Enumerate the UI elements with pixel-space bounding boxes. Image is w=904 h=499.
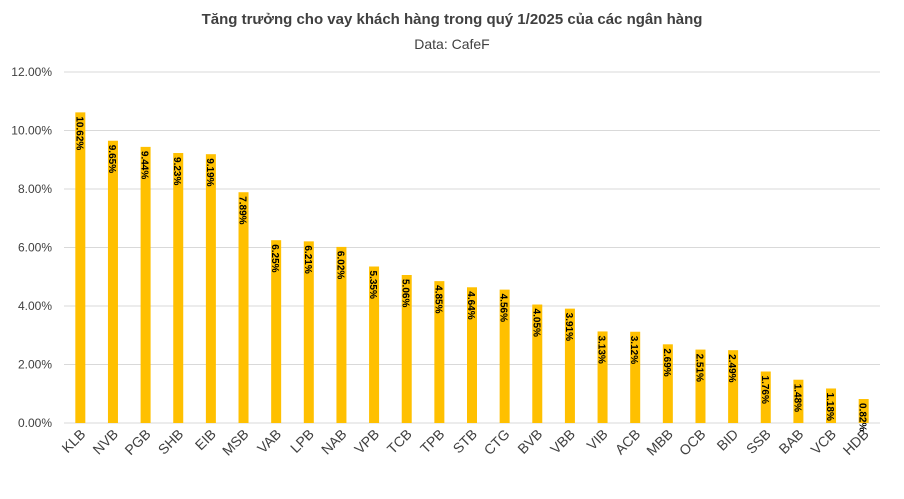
- value-label: 2.51%: [693, 354, 704, 382]
- value-label: 7.89%: [237, 196, 248, 224]
- value-label: 6.02%: [334, 251, 345, 279]
- bar: [597, 331, 608, 423]
- x-tick-label: VBB: [547, 426, 578, 457]
- x-tick-label: STB: [450, 426, 481, 457]
- bar: [140, 146, 151, 423]
- x-tick-label: MBB: [643, 426, 676, 459]
- x-tick-label: OCB: [676, 426, 709, 459]
- chart-subtitle: Data: CafeF: [414, 36, 489, 52]
- value-label: 5.35%: [367, 271, 378, 299]
- bar: [205, 154, 216, 423]
- x-tick-label: MSB: [219, 426, 252, 459]
- value-label: 1.76%: [759, 376, 770, 404]
- value-label: 3.91%: [563, 313, 574, 341]
- x-tick-label: SSB: [743, 426, 774, 457]
- value-label: 4.05%: [530, 309, 541, 337]
- bar: [336, 246, 347, 423]
- bar: [760, 371, 771, 423]
- bar: [662, 344, 673, 423]
- x-tick-label: KLB: [58, 426, 88, 456]
- value-label: 1.18%: [824, 392, 835, 420]
- bar: [532, 304, 543, 423]
- bar: [107, 140, 118, 424]
- value-label: 9.65%: [106, 145, 117, 173]
- value-label: 9.23%: [171, 157, 182, 185]
- bar: [630, 331, 641, 423]
- y-tick-label: 4.00%: [18, 299, 52, 313]
- x-tick-label: VIB: [583, 426, 610, 453]
- value-label: 3.12%: [628, 336, 639, 364]
- bar: [499, 289, 510, 423]
- bar: [75, 112, 86, 424]
- bar: [303, 241, 314, 423]
- x-tick-label: VCB: [807, 426, 839, 458]
- y-tick-label: 12.00%: [11, 65, 52, 79]
- bar: [826, 388, 837, 423]
- bar: [695, 349, 706, 423]
- bar: [793, 379, 804, 423]
- x-tick-label: NVB: [89, 426, 121, 458]
- bar: [467, 287, 477, 423]
- chart-title: Tăng trưởng cho vay khách hàng trong quý…: [202, 11, 703, 28]
- y-tick-label: 10.00%: [11, 124, 52, 138]
- x-tick-label: VAB: [254, 426, 284, 456]
- x-tick-label: BID: [713, 426, 741, 454]
- value-label: 6.21%: [302, 245, 313, 273]
- value-label: 4.64%: [465, 291, 476, 319]
- bar: [238, 192, 249, 423]
- x-tick-label: ACB: [612, 426, 644, 458]
- x-tick-label: TCB: [384, 426, 415, 457]
- x-tick-label: LPB: [287, 426, 317, 456]
- value-label: 0.82%: [857, 403, 868, 431]
- x-tick-label: TPB: [417, 426, 448, 457]
- x-tick-label: BVB: [514, 426, 545, 457]
- value-label: 9.44%: [139, 151, 150, 179]
- y-tick-label: 2.00%: [18, 358, 52, 372]
- x-tick-label: SHB: [155, 426, 187, 458]
- y-tick-label: 6.00%: [18, 241, 52, 255]
- bar: [401, 274, 412, 423]
- value-label: 9.19%: [204, 158, 215, 186]
- bar: [434, 281, 445, 423]
- bar: [728, 350, 739, 423]
- value-label: 3.13%: [596, 335, 607, 363]
- value-label: 2.69%: [661, 348, 672, 376]
- x-tick-label: EIB: [192, 426, 219, 453]
- bar: [369, 266, 380, 423]
- bar: [564, 308, 575, 423]
- value-label: 4.85%: [432, 285, 443, 313]
- value-label: 1.48%: [791, 384, 802, 412]
- bar: [858, 399, 869, 423]
- bar: [173, 153, 184, 423]
- value-label: 6.25%: [269, 244, 280, 272]
- value-label: 2.49%: [726, 354, 737, 382]
- x-tick-label: VPB: [351, 426, 382, 457]
- x-tick-label: BAB: [775, 426, 806, 457]
- value-label: 5.06%: [400, 279, 411, 307]
- value-label: 10.62%: [73, 116, 84, 150]
- x-tick-label: PGB: [121, 426, 153, 458]
- x-tick-label: NAB: [318, 426, 350, 458]
- y-tick-label: 0.00%: [18, 416, 52, 430]
- y-tick-label: 8.00%: [18, 182, 52, 196]
- x-tick-label: CTG: [481, 426, 513, 458]
- bar: [271, 240, 282, 423]
- value-label: 4.56%: [498, 294, 509, 322]
